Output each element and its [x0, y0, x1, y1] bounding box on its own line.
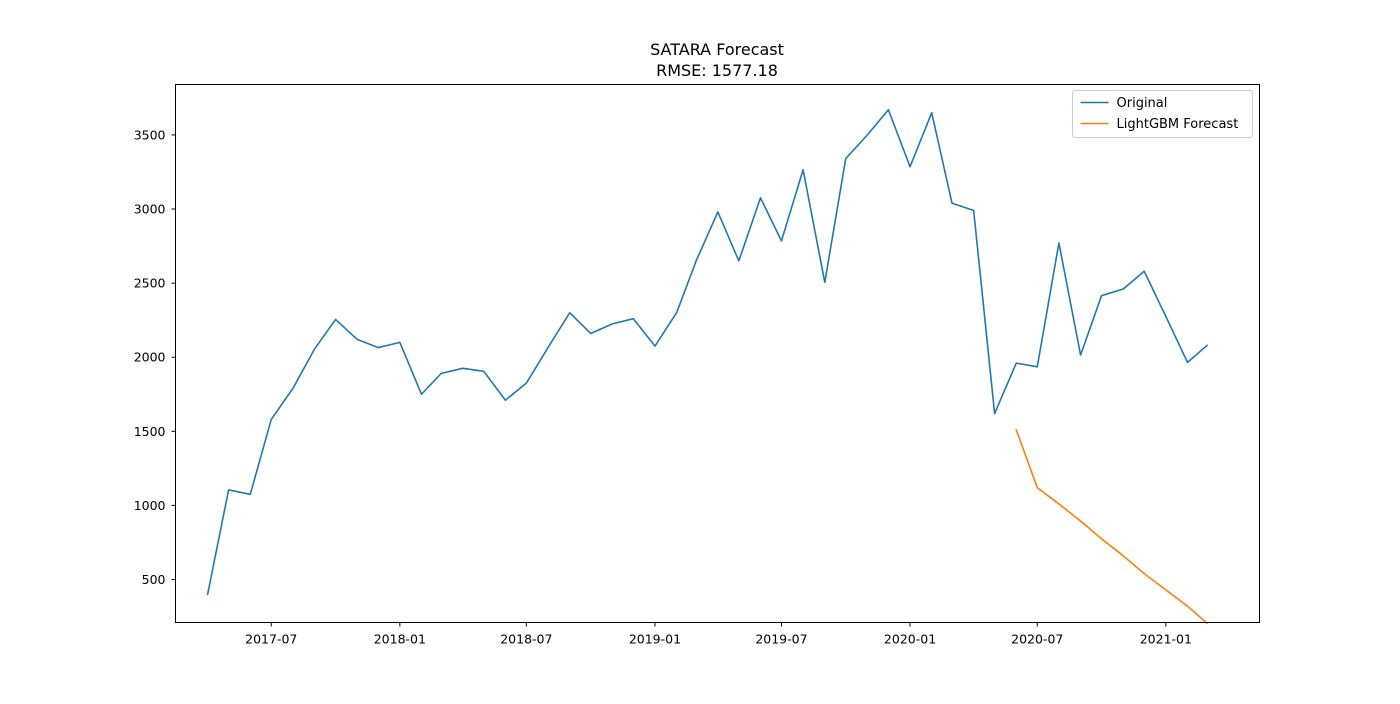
series-line-0 [208, 110, 1207, 595]
y-tick-label-0: 500 [142, 572, 166, 587]
plot-area [208, 110, 1207, 624]
x-tick-label-3: 2019-01 [629, 632, 681, 647]
chart-title: SATARA Forecast [650, 40, 784, 59]
plot-frame [176, 85, 1260, 623]
x-tick-label-7: 2021-01 [1140, 632, 1192, 647]
legend-label-0: Original [1117, 96, 1168, 111]
y-tick-label-3: 2000 [134, 350, 166, 365]
x-tick-label-1: 2018-01 [374, 632, 426, 647]
x-tick-label-5: 2020-01 [884, 632, 936, 647]
x-tick-label-0: 2017-07 [245, 632, 297, 647]
y-tick-label-4: 2500 [134, 276, 166, 291]
y-tick-label-1: 1000 [134, 498, 166, 513]
y-tick-label-5: 3000 [134, 201, 166, 216]
axes: 2017-07 2018-01 2018-07 2019-01 2019-07 2020-… [134, 127, 1192, 646]
series-line-1 [1016, 430, 1207, 623]
y-tick-label-2: 1500 [134, 424, 166, 439]
legend: Original LightGBM Forecast [1073, 91, 1253, 138]
x-tick-label-4: 2019-07 [755, 632, 807, 647]
legend-label-1: LightGBM Forecast [1117, 117, 1239, 132]
x-tick-label-6: 2020-07 [1011, 632, 1063, 647]
y-tick-label-6: 3500 [134, 127, 166, 142]
x-tick-label-2: 2018-07 [500, 632, 552, 647]
chart-subtitle: RMSE: 1577.18 [656, 61, 778, 80]
